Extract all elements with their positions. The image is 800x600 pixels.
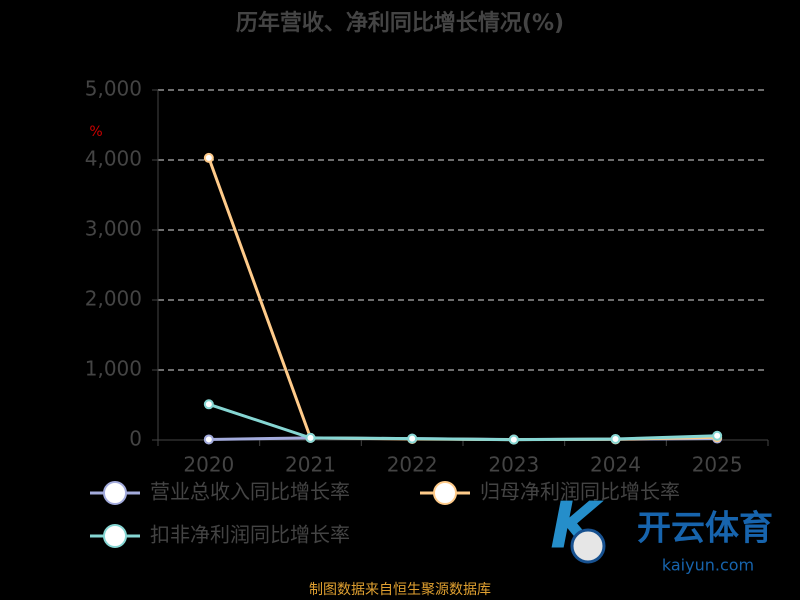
watermark-site: kaiyun.com	[662, 556, 754, 575]
watermark: K 开云体育 kaiyun.com	[550, 490, 773, 575]
x-tick-label: 2023	[488, 453, 539, 477]
point	[712, 430, 723, 441]
x-tick-label: 2022	[387, 453, 438, 477]
legend-marker	[103, 481, 127, 505]
series-line	[208, 402, 718, 442]
point	[203, 152, 214, 163]
y-unit: %	[89, 124, 102, 140]
point	[203, 434, 214, 445]
y-tick-label: 5,000	[85, 77, 142, 101]
legend-label: 归母净利润同比增长率	[480, 480, 680, 504]
x-tick-label: 2025	[692, 453, 743, 477]
y-tick-label: 2,000	[85, 287, 142, 311]
point	[610, 433, 621, 444]
x-tick-label: 2021	[285, 453, 336, 477]
x-tick-label: 2020	[183, 453, 234, 477]
watermark-ball	[570, 528, 606, 564]
point	[305, 432, 316, 443]
chart-title: 历年营收、净利同比增长情况(%)	[236, 10, 564, 36]
point	[203, 399, 214, 410]
legend-marker	[103, 524, 127, 548]
legend-label: 扣非净利润同比增长率	[150, 523, 350, 547]
x-tick-label: 2024	[590, 453, 641, 477]
y-tick-label: 1,000	[85, 357, 142, 381]
y-tick-label: 4,000	[85, 147, 142, 171]
point	[508, 434, 519, 445]
legend-marker	[433, 481, 457, 505]
y-tick-label: 3,000	[85, 217, 142, 241]
y-tick-label: 0	[129, 427, 142, 451]
source-note: 制图数据来自恒生聚源数据库	[309, 582, 491, 598]
watermark-brand: 开云体育	[637, 509, 773, 549]
legend-label: 营业总收入同比增长率	[150, 480, 350, 504]
point	[407, 433, 418, 444]
